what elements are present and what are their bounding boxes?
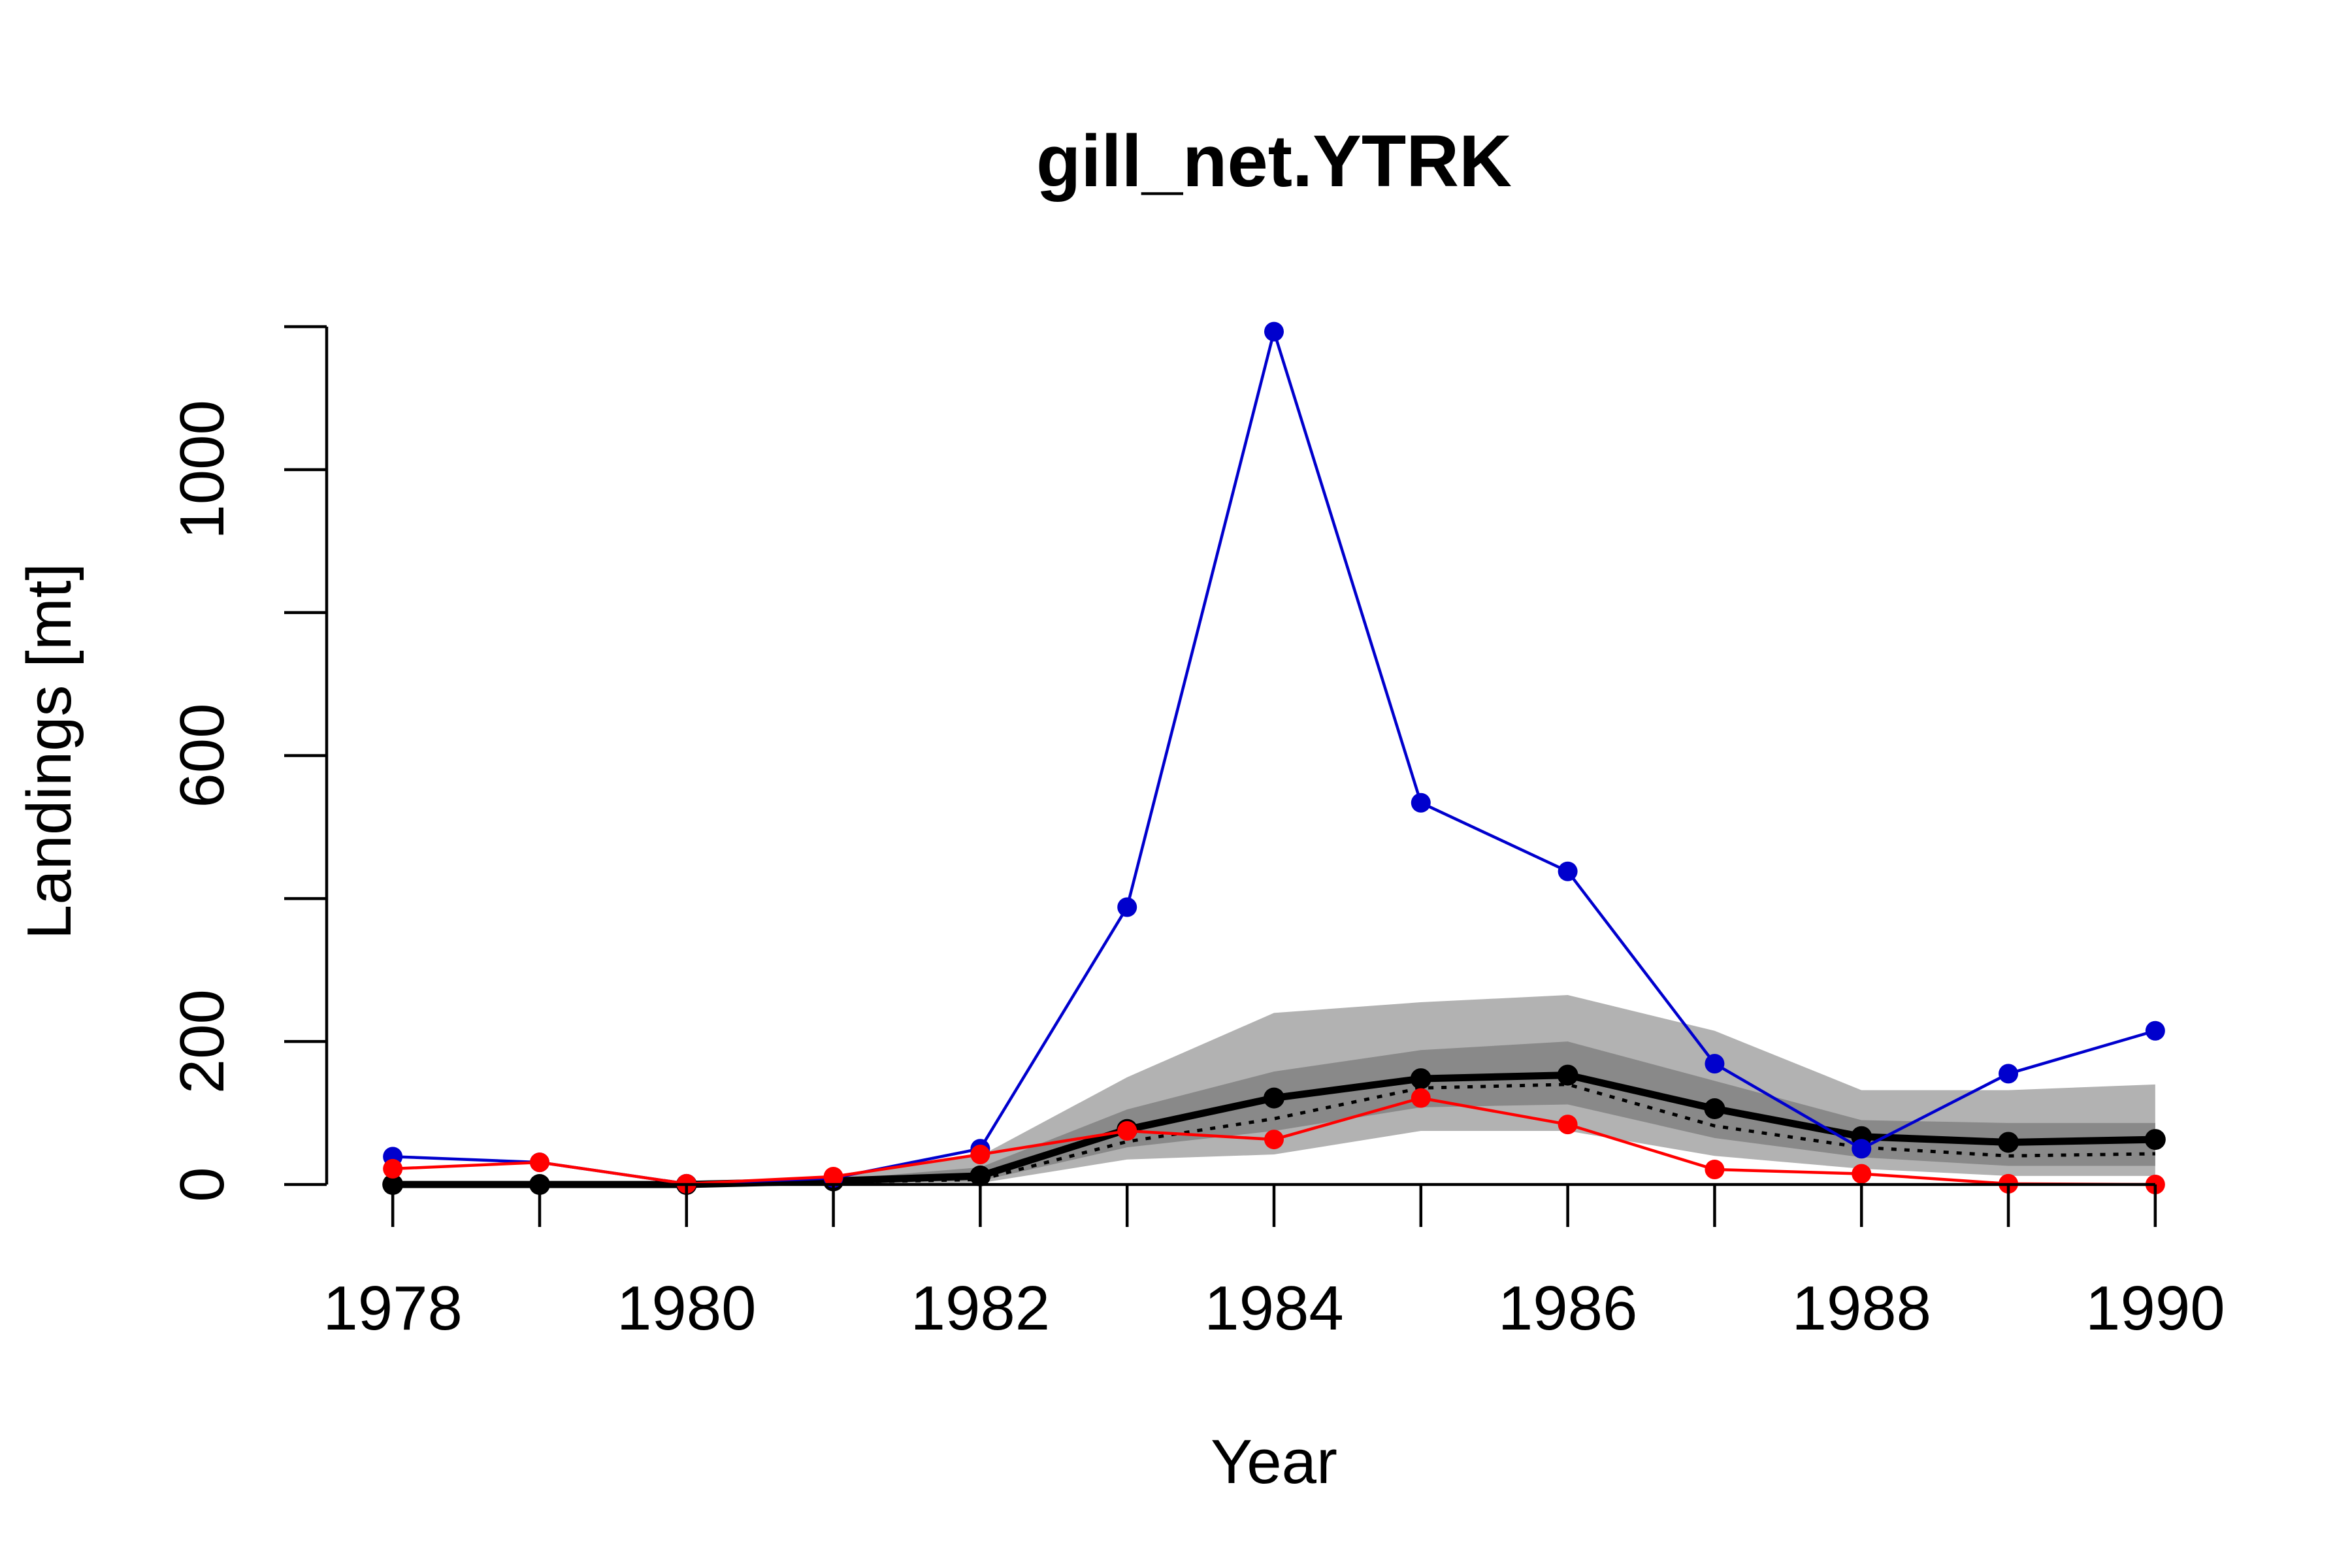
y-tick-label: 1000 <box>167 400 237 540</box>
series-1-point <box>823 1166 843 1186</box>
x-tick-label: 1980 <box>617 1273 757 1343</box>
chart-title: gill_net.YTRK <box>1036 120 1512 202</box>
x-tick-label: 1990 <box>2085 1273 2225 1343</box>
series-2-point <box>1410 1068 1431 1090</box>
x-tick-label: 1978 <box>323 1273 463 1343</box>
band-1 <box>393 1041 2155 1184</box>
x-tick-label: 1982 <box>911 1273 1051 1343</box>
series-2-point <box>1557 1064 1578 1086</box>
y-tick-label: 0 <box>167 1167 237 1201</box>
series-0-point <box>1705 1054 1725 1074</box>
series-1-point <box>1852 1164 1872 1184</box>
series-1-point <box>1705 1160 1725 1180</box>
series-1-point <box>1264 1130 1284 1150</box>
series-2-point <box>2144 1129 2166 1151</box>
y-tick-label: 200 <box>167 989 237 1094</box>
series-1-point <box>1117 1120 1137 1141</box>
series-2-point <box>1704 1098 1725 1120</box>
series-2-point <box>1998 1132 2019 1153</box>
series-0-point <box>1558 861 1578 881</box>
series-1-point <box>383 1158 403 1179</box>
x-axis-label: Year <box>1211 1427 1337 1497</box>
y-axis-label: Landings [mt] <box>14 563 84 939</box>
x-tick-label: 1984 <box>1204 1273 1344 1343</box>
series-0-point <box>1264 321 1284 342</box>
series-1-point <box>1411 1088 1431 1108</box>
series-0-point <box>1852 1139 1872 1159</box>
series-0-point <box>1999 1064 2019 1084</box>
series-0-point <box>2145 1021 2165 1041</box>
series-1-point <box>1558 1115 1578 1135</box>
series-1-point <box>970 1145 990 1165</box>
x-tick-label: 1988 <box>1791 1273 1931 1343</box>
x-axis: 1978 1980 1982 1984 1986 1988 1990 <box>323 1183 2225 1343</box>
series-1-point <box>529 1152 549 1173</box>
series-0-point <box>1411 792 1431 813</box>
series-0-point <box>1117 897 1137 917</box>
y-tick-label: 600 <box>167 703 237 808</box>
x-tick-label: 1986 <box>1498 1273 1638 1343</box>
series-2-point <box>970 1165 991 1186</box>
y-axis: 0 200 600 1000 <box>167 325 329 1202</box>
series-2-point <box>1264 1087 1284 1109</box>
